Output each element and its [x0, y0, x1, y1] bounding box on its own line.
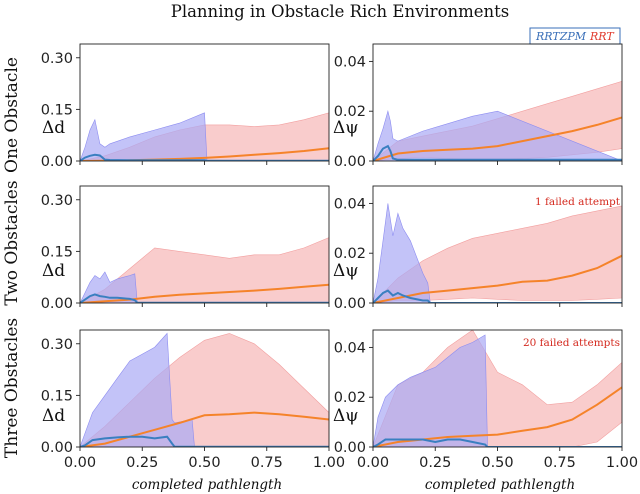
panel-two-obstacles-d: 0.00 0.15 0.30: [41, 185, 330, 312]
panels: 0.000.150.300.000.020.040.000.150.300.00…: [41, 43, 638, 471]
annotation-three-obstacles: 20 failed attempts: [523, 337, 620, 349]
y-tick-label: 0.04: [334, 196, 366, 212]
ylabel-d-row3: Δd: [42, 406, 65, 426]
x-tick-label: 0.75: [251, 455, 283, 471]
band-rrtzpm: [373, 110, 622, 161]
ylabel-d-row1: Δd: [42, 118, 65, 138]
legend-label-rrt: RRT: [589, 30, 615, 43]
ylabel-psi-row1: Δψ: [333, 118, 359, 138]
y-tick-label: 0.00: [41, 154, 73, 170]
annotation-two-obstacles: 1 failed attempt: [535, 196, 621, 208]
line-rrtzpm: [373, 289, 622, 303]
panel-three-obstacles-psi: 0.00 0.02 0.04 0.00 0.25 0.50 0.75 1.00: [334, 329, 638, 471]
plot-area: [373, 80, 622, 161]
x-tick-label: 0.50: [481, 455, 513, 471]
row-label-three-obstacles: Three Obstacles: [2, 318, 22, 458]
y-tick-label: 0.02: [334, 104, 366, 120]
y-tick-label: 0.00: [334, 296, 366, 312]
y-tick-label: 0.00: [41, 296, 73, 312]
x-tick-label: 0.25: [126, 455, 158, 471]
ylabel-d-row2: Δd: [42, 261, 65, 281]
figure-title: Planning in Obstacle Rich Environments: [171, 2, 510, 21]
line-rrt: [373, 116, 622, 161]
y-tick-label: 0.30: [41, 51, 73, 67]
y-tick-label: 0.02: [334, 246, 366, 262]
legend: RRTZPM RRT: [529, 27, 621, 45]
y-tick-label: 0.15: [41, 244, 73, 260]
x-tick-label: 0.50: [188, 455, 220, 471]
band-rrtzpm: [373, 334, 622, 447]
line-rrt: [80, 411, 329, 447]
legend-label-rrtzpm: RRTZPM: [535, 30, 587, 43]
y-tick-label: 0.04: [334, 340, 366, 356]
y-tick-label: 0.30: [41, 337, 73, 353]
y-tick-label: 0.15: [41, 102, 73, 118]
line-rrtzpm: [80, 293, 329, 303]
band-rrtzpm: [80, 271, 329, 303]
plot-area: [80, 332, 329, 447]
line-rrt: [80, 283, 329, 303]
x-tick-label: 1.00: [313, 455, 345, 471]
x-tick-label: 0.75: [544, 455, 576, 471]
plot-area: [80, 112, 329, 161]
ylabel-psi-row3: Δψ: [333, 406, 359, 426]
row-label-one-obstacle: One Obstacle: [2, 57, 22, 173]
x-tick-label: 0.25: [419, 455, 451, 471]
x-tick-label: 0.00: [357, 455, 389, 471]
band-rrtzpm: [80, 112, 329, 161]
panel-one-obstacle-psi: 0.00 0.02 0.04: [334, 43, 623, 170]
line-rrtzpm: [373, 144, 622, 161]
ylabel-psi-row2: Δψ: [333, 261, 359, 281]
y-tick-label: 0.00: [334, 440, 366, 456]
x-tick-label: 1.00: [606, 455, 638, 471]
plot-area: [80, 237, 329, 303]
panel-two-obstacles-psi: 0.00 0.02 0.04: [334, 185, 623, 312]
y-tick-label: 0.02: [334, 390, 366, 406]
line-rrt: [373, 254, 622, 303]
y-tick-label: 0.00: [334, 154, 366, 170]
line-rrtzpm: [80, 153, 329, 161]
xlabel-left: completed pathlength: [132, 477, 282, 493]
y-tick-label: 0.04: [334, 54, 366, 70]
x-tick-label: 0.00: [64, 455, 96, 471]
y-tick-label: 0.30: [41, 193, 73, 209]
row-label-two-obstacles: Two Obstacles: [2, 180, 22, 305]
line-rrtzpm: [373, 438, 622, 447]
plot-area: [373, 330, 622, 447]
y-tick-label: 0.15: [41, 388, 73, 404]
panel-one-obstacle-d: 0.00 0.15 0.30: [41, 43, 330, 170]
xlabel-right: completed pathlength: [425, 477, 575, 493]
band-rrt: [80, 237, 329, 303]
panel-three-obstacles-d: 0.00 0.15 0.30 0.00 0.25 0.50 0.75 1.00: [41, 329, 345, 471]
plot-area: [373, 203, 622, 303]
y-tick-label: 0.00: [41, 440, 73, 456]
band-rrtzpm: [80, 332, 329, 447]
